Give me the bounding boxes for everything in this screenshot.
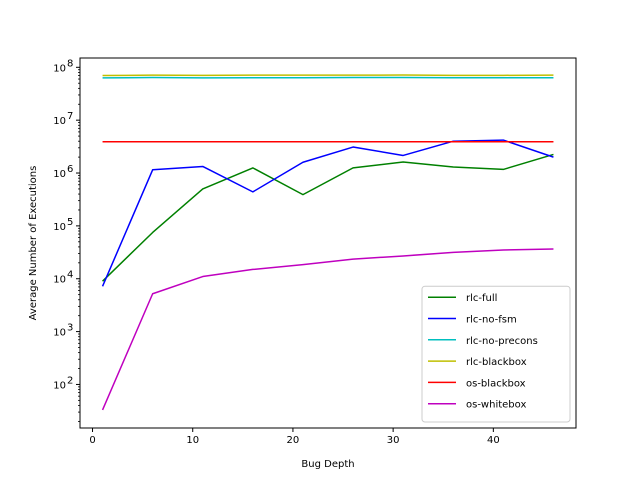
y-tick-label: 10 <box>53 328 66 339</box>
x-tick-label: 10 <box>186 435 199 446</box>
x-tick-label: 40 <box>487 435 500 446</box>
y-tick-label: 10 <box>53 275 66 286</box>
y-tick-label: 10 <box>53 380 66 391</box>
y-tick-label: 10 <box>53 222 66 233</box>
series-line-rlc-no-fsm <box>101 139 554 287</box>
series-layer <box>101 74 554 411</box>
legend-label-rlc-no-fsm: rlc-no-fsm <box>466 315 517 326</box>
legend-label-rlc-blackbox: rlc-blackbox <box>466 357 527 368</box>
y-tick-exponent: 8 <box>67 58 73 69</box>
legend-label-rlc-no-precons: rlc-no-precons <box>466 336 538 347</box>
x-axis-label: Bug Depth <box>301 459 354 470</box>
legend-label-rlc-full: rlc-full <box>466 293 497 304</box>
y-tick-exponent: 3 <box>67 323 73 334</box>
y-tick-exponent: 5 <box>67 217 73 228</box>
legend-box <box>421 285 571 423</box>
x-tick-label: 0 <box>89 435 95 446</box>
axes-frame <box>79 57 577 429</box>
y-tick-exponent: 2 <box>67 375 73 386</box>
x-tick-label: 30 <box>387 435 400 446</box>
y-tick-exponent: 7 <box>67 111 73 122</box>
y-axis-label: Average Number of Executions <box>28 166 39 321</box>
x-tick-label: 20 <box>287 435 300 446</box>
series-line-os-whitebox <box>101 248 554 411</box>
y-tick-label: 10 <box>53 63 66 74</box>
x-axis: 0 10 20 30 40 <box>89 428 500 446</box>
y-tick-exponent: 6 <box>67 164 73 175</box>
legend-label-os-blackbox: os-blackbox <box>466 378 526 389</box>
legend-label-os-whitebox: os-whitebox <box>466 400 526 411</box>
y-tick-exponent: 4 <box>67 270 73 281</box>
legend: rlc-full rlc-no-fsm rlc-no-precons rlc-blac… <box>421 285 571 423</box>
series-line-rlc-full <box>102 153 554 282</box>
y-tick-label: 10 <box>53 169 66 180</box>
y-tick-label: 10 <box>53 116 66 127</box>
